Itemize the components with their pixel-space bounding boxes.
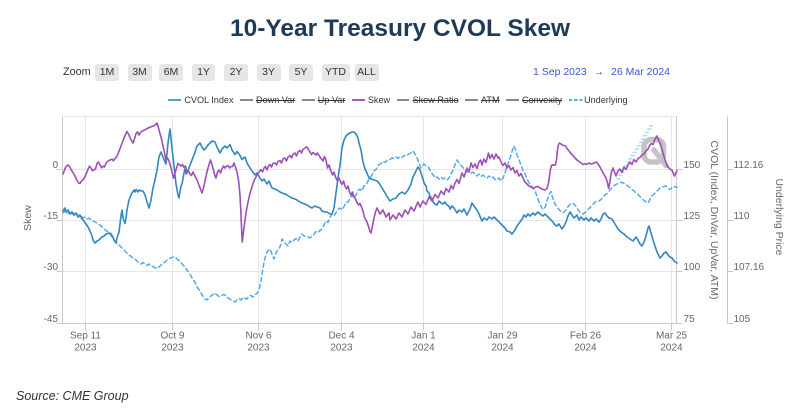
svg-text:Jan 29: Jan 29 xyxy=(487,331,517,342)
svg-text:100: 100 xyxy=(684,262,701,273)
svg-text:-30: -30 xyxy=(44,262,59,273)
svg-text:0: 0 xyxy=(52,160,58,171)
svg-text:-45: -45 xyxy=(44,314,59,325)
svg-text:2023: 2023 xyxy=(330,343,353,354)
svg-text:125: 125 xyxy=(684,211,701,222)
svg-text:2024: 2024 xyxy=(491,343,514,354)
svg-text:110: 110 xyxy=(734,211,750,222)
svg-text:Mar 25: Mar 25 xyxy=(656,331,688,342)
svg-text:Oct 9: Oct 9 xyxy=(161,331,185,342)
svg-text:2023: 2023 xyxy=(247,343,270,354)
svg-text:-15: -15 xyxy=(44,211,59,222)
svg-text:Underlying Price: Underlying Price xyxy=(773,178,785,255)
svg-text:Jan 1: Jan 1 xyxy=(411,331,436,342)
svg-text:2024: 2024 xyxy=(660,343,683,354)
svg-text:Dec 4: Dec 4 xyxy=(328,331,355,342)
svg-text:112.16: 112.16 xyxy=(734,160,764,171)
svg-text:Skew: Skew xyxy=(22,205,34,231)
svg-text:107.16: 107.16 xyxy=(734,262,765,273)
svg-text:2023: 2023 xyxy=(161,343,184,354)
svg-text:2024: 2024 xyxy=(574,343,597,354)
svg-text:Nov 6: Nov 6 xyxy=(245,331,272,342)
svg-text:Feb 26: Feb 26 xyxy=(570,331,602,342)
svg-text:75: 75 xyxy=(684,314,696,325)
svg-text:Sep 11: Sep 11 xyxy=(70,331,101,342)
svg-text:150: 150 xyxy=(684,160,701,171)
svg-text:2024: 2024 xyxy=(412,343,435,354)
svg-text:CVOL (Index, DnVar, UpVar, ATM: CVOL (Index, DnVar, UpVar, ATM) xyxy=(708,141,720,300)
svg-text:105: 105 xyxy=(734,314,751,325)
svg-text:2023: 2023 xyxy=(74,343,97,354)
